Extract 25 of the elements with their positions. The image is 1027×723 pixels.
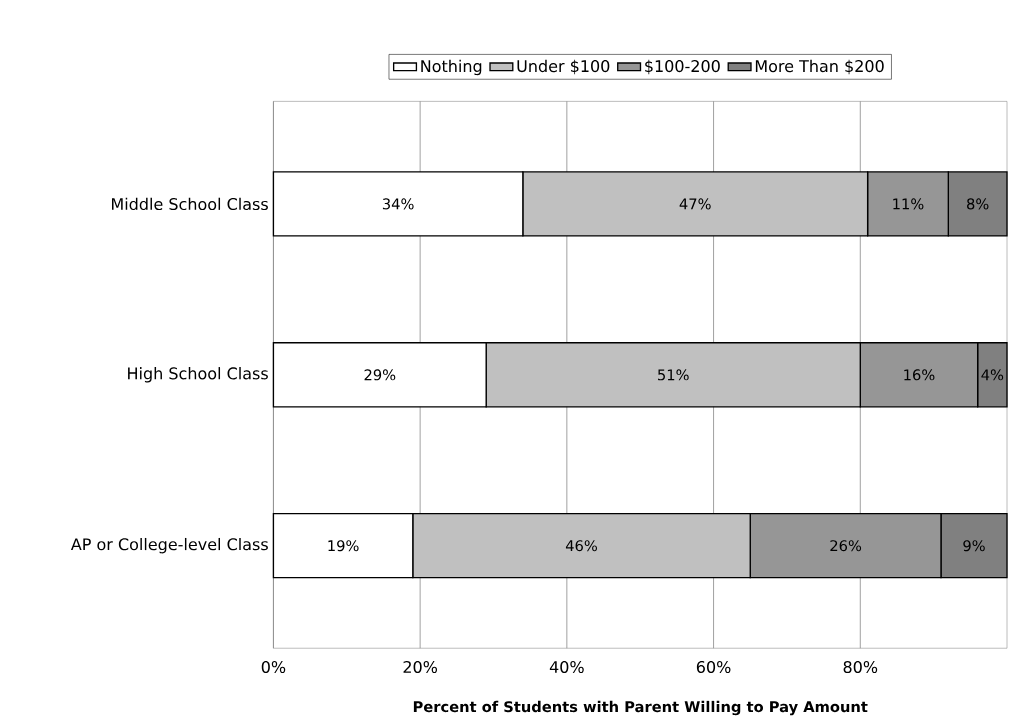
data-label: 46% [565,540,597,552]
data-label: 16% [904,369,935,381]
x-tick-label: 0% [261,660,286,674]
data-label: 34% [382,198,414,210]
legend-label: More Than $200 [755,59,884,75]
data-label: 8% [967,198,989,210]
x-tick-label: 80% [843,660,878,674]
data-label: 19% [328,540,359,552]
data-label: 11% [893,198,924,210]
legend-label: Under $100 [517,59,610,75]
data-label: 26% [830,540,862,552]
y-tick-label: AP or College-level Class [70,538,268,554]
x-tick-label: 40% [549,660,584,674]
y-tick-label: High School Class [128,367,268,383]
data-label: 4% [981,369,1004,381]
data-label: 29% [364,369,396,381]
data-label: 51% [658,369,689,381]
x-axis-title: Percent of Students with Parent Willing to Pay Amount [413,700,868,716]
legend-label: $100-200 [645,59,720,75]
x-tick-label: 20% [403,660,438,674]
data-label: 47% [679,198,711,210]
data-label: 9% [963,540,985,552]
x-tick-label: 60% [696,660,731,674]
y-tick-label: Middle School Class [111,197,268,211]
legend-label: Nothing [421,59,482,76]
